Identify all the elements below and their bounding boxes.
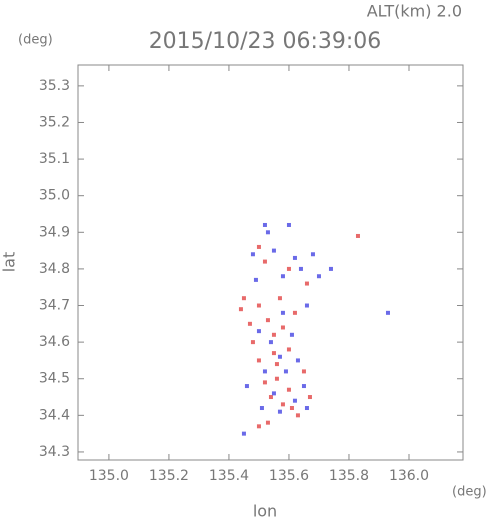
point xyxy=(262,222,267,227)
point xyxy=(304,303,309,308)
x-unit: (deg) xyxy=(452,485,487,500)
point xyxy=(259,406,264,411)
y-tick-label: 34.7 xyxy=(39,298,70,314)
point xyxy=(304,406,309,411)
x-axis-label: lon xyxy=(253,502,277,521)
point xyxy=(277,296,282,301)
y-tick-label: 34.3 xyxy=(39,444,70,460)
point xyxy=(301,369,306,374)
point xyxy=(265,420,270,425)
plot-frame xyxy=(77,64,464,461)
y-tick-label: 34.5 xyxy=(39,371,70,387)
point xyxy=(271,248,276,253)
point xyxy=(271,332,276,337)
point xyxy=(253,277,258,282)
y-tick-label: 35.3 xyxy=(39,78,70,94)
point xyxy=(283,369,288,374)
point xyxy=(292,255,297,260)
point xyxy=(247,321,252,326)
x-tick-label: 135.8 xyxy=(329,468,369,484)
point xyxy=(280,310,285,315)
point xyxy=(295,413,300,418)
point xyxy=(250,340,255,345)
point xyxy=(256,358,261,363)
y-tick-label: 34.9 xyxy=(39,224,70,240)
point xyxy=(274,362,279,367)
point xyxy=(256,303,261,308)
point xyxy=(268,340,273,345)
point xyxy=(277,354,282,359)
point xyxy=(385,310,390,315)
point xyxy=(271,351,276,356)
x-tick-label: 135.4 xyxy=(209,468,249,484)
point xyxy=(277,409,282,414)
point xyxy=(289,406,294,411)
point xyxy=(316,274,321,279)
point xyxy=(256,329,261,334)
y-tick-label: 35.0 xyxy=(39,188,70,204)
y-tick-label: 34.6 xyxy=(39,334,70,350)
y-tick-label: 35.2 xyxy=(39,114,70,130)
point xyxy=(244,384,249,389)
point xyxy=(268,395,273,400)
x-tick-label: 136.0 xyxy=(389,468,429,484)
point xyxy=(280,325,285,330)
x-tick-label: 135.2 xyxy=(149,468,189,484)
point xyxy=(262,380,267,385)
point xyxy=(310,252,315,257)
point xyxy=(286,222,291,227)
point xyxy=(292,310,297,315)
point xyxy=(238,307,243,312)
point xyxy=(307,395,312,400)
point xyxy=(262,369,267,374)
point xyxy=(256,424,261,429)
point xyxy=(292,398,297,403)
x-tick-label: 135.0 xyxy=(89,468,129,484)
point xyxy=(280,274,285,279)
point xyxy=(274,376,279,381)
point xyxy=(295,358,300,363)
y-unit: (deg) xyxy=(18,33,53,48)
point xyxy=(328,266,333,271)
point xyxy=(286,266,291,271)
point xyxy=(280,402,285,407)
point xyxy=(262,259,267,264)
x-tick-label: 135.6 xyxy=(269,468,309,484)
point xyxy=(241,431,246,436)
point xyxy=(271,391,276,396)
y-tick-label: 34.8 xyxy=(39,261,70,277)
point xyxy=(265,318,270,323)
y-tick-label: 34.4 xyxy=(39,407,70,423)
point xyxy=(304,281,309,286)
point xyxy=(256,244,261,249)
point xyxy=(265,230,270,235)
y-axis-label: lat xyxy=(0,252,19,273)
y-tick-label: 35.1 xyxy=(39,151,70,167)
point xyxy=(241,296,246,301)
chart-title: 2015/10/23 06:39:06 xyxy=(149,29,382,54)
point xyxy=(286,387,291,392)
point xyxy=(286,347,291,352)
point xyxy=(298,266,303,271)
point xyxy=(250,252,255,257)
point xyxy=(301,384,306,389)
point xyxy=(289,332,294,337)
point xyxy=(355,233,360,238)
altitude-label: ALT(km) 2.0 xyxy=(367,2,462,21)
